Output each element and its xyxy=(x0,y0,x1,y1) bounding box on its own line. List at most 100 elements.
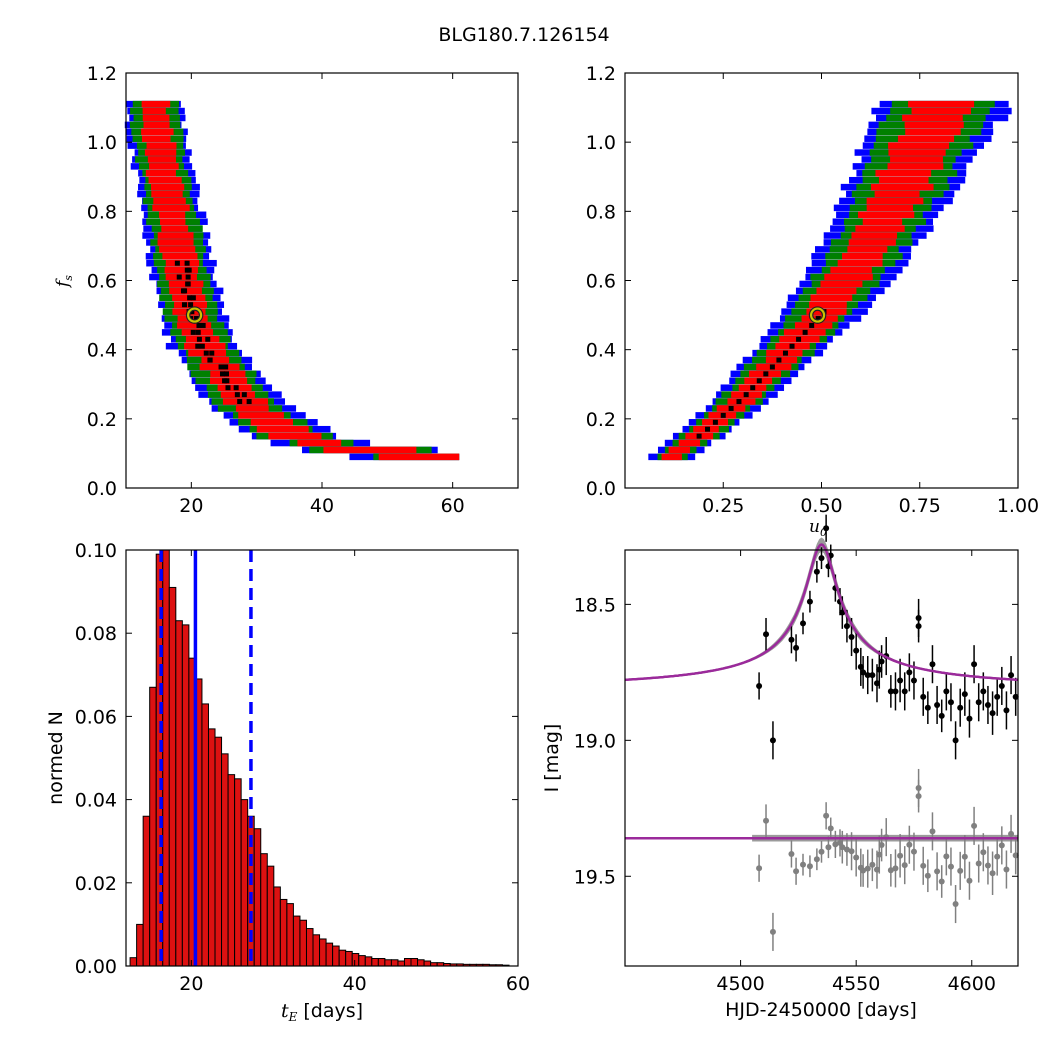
red-region xyxy=(887,163,944,170)
black-region-cell xyxy=(190,329,196,335)
data-point xyxy=(823,525,830,532)
residual-point xyxy=(989,870,996,877)
histogram-bar xyxy=(299,919,307,967)
histogram-bar xyxy=(253,828,262,967)
red-region xyxy=(878,176,929,184)
histogram-bar xyxy=(240,799,249,967)
black-region-cell xyxy=(743,392,749,398)
histogram-bar xyxy=(292,915,301,967)
y-tick-label: 0.2 xyxy=(87,409,117,431)
y-tick-label: 0.4 xyxy=(586,340,616,362)
residual-point xyxy=(924,872,931,879)
black-region-cell xyxy=(187,295,193,301)
black-region-cell xyxy=(728,405,734,411)
black-region-cell xyxy=(184,260,190,266)
data-point xyxy=(857,663,864,670)
y-tick-label: 19.5 xyxy=(574,866,616,888)
black-region-cell xyxy=(223,371,229,377)
residual-point xyxy=(860,867,867,874)
x-tick-label: 4550 xyxy=(832,973,880,995)
histogram-bar xyxy=(351,953,360,967)
histogram-bar xyxy=(168,586,177,967)
light-curve-frame xyxy=(624,549,1019,967)
residual-point xyxy=(832,841,839,848)
red-region xyxy=(177,322,212,329)
data-point xyxy=(910,677,917,684)
black-region-cell xyxy=(190,295,196,301)
y-tick-label: 0.8 xyxy=(87,201,117,223)
x-tick-label: 4600 xyxy=(948,973,996,995)
y-tick-label: 0.00 xyxy=(75,956,117,978)
black-region-cell xyxy=(196,336,202,342)
histogram-bar xyxy=(325,942,334,967)
x-tick-label: 0.50 xyxy=(800,495,842,517)
red-region xyxy=(816,287,857,295)
black-region-cell xyxy=(796,336,802,342)
residual-point xyxy=(920,862,927,869)
te-histogram-xlabel: tE [days] xyxy=(281,1000,363,1024)
data-point xyxy=(763,631,770,638)
fs-vs-u0-frame xyxy=(624,72,1019,489)
residual-point xyxy=(876,851,883,858)
red-region xyxy=(146,142,177,149)
red-region xyxy=(888,142,950,149)
red-region xyxy=(809,301,847,308)
data-point xyxy=(966,715,973,722)
black-region-cell xyxy=(750,385,756,391)
x-tick-label: 60 xyxy=(441,495,465,517)
residual-point xyxy=(1003,866,1010,873)
red-region xyxy=(161,225,189,232)
black-region-cell xyxy=(763,371,769,377)
histogram-bar xyxy=(221,753,229,967)
histogram-bar xyxy=(319,938,327,967)
red-region xyxy=(911,107,971,115)
histogram-bar xyxy=(129,957,138,967)
residual-point xyxy=(823,812,830,819)
black-region-cell xyxy=(220,371,226,377)
y-tick-label: 1.0 xyxy=(586,132,616,154)
data-point xyxy=(989,710,996,717)
red-region xyxy=(806,308,847,315)
residual-point xyxy=(961,853,968,860)
y-tick-label: 0.4 xyxy=(87,340,117,362)
residual-point xyxy=(864,865,871,872)
residual-point xyxy=(984,862,991,869)
histogram-bar xyxy=(227,774,236,967)
residual-point xyxy=(934,868,941,875)
best-fit-marker xyxy=(187,307,203,323)
red-region xyxy=(871,183,934,191)
red-region xyxy=(162,253,198,260)
light-curve-xlabel: HJD-2450000 [days] xyxy=(725,999,917,1021)
data-point xyxy=(853,647,860,654)
black-region-cell xyxy=(188,302,194,308)
histogram-bar xyxy=(234,778,242,967)
red-region xyxy=(147,156,176,163)
te-histogram-panel: 20 40 60 0.00 0.02 0.04 0.06 0.08 0.10 tE [days]… xyxy=(45,540,530,1024)
black-region-cell xyxy=(203,350,209,356)
red-region xyxy=(890,156,943,163)
residual-point xyxy=(915,793,922,800)
histogram-bar xyxy=(358,955,366,967)
data-point xyxy=(864,672,871,679)
y-tick-label: 18.5 xyxy=(574,594,616,616)
residual-point xyxy=(800,861,807,868)
black-region-cell xyxy=(802,329,808,335)
residual-point xyxy=(873,866,880,873)
histogram-bar xyxy=(162,549,170,967)
red-region xyxy=(185,336,220,343)
data-point xyxy=(897,677,904,684)
black-region-cell xyxy=(184,267,190,273)
x-tick-label: 4500 xyxy=(716,973,764,995)
data-point xyxy=(920,693,927,700)
data-point xyxy=(906,669,913,676)
black-region-cell xyxy=(205,336,211,342)
red-region xyxy=(141,135,171,142)
data-point xyxy=(1003,707,1010,714)
data-point xyxy=(971,661,978,668)
histogram-bar xyxy=(312,934,321,967)
data-point xyxy=(943,688,950,695)
black-region-cell xyxy=(782,350,788,356)
x-tick-label: 40 xyxy=(310,495,334,517)
data-point xyxy=(860,669,867,676)
histogram-bar xyxy=(332,945,340,967)
